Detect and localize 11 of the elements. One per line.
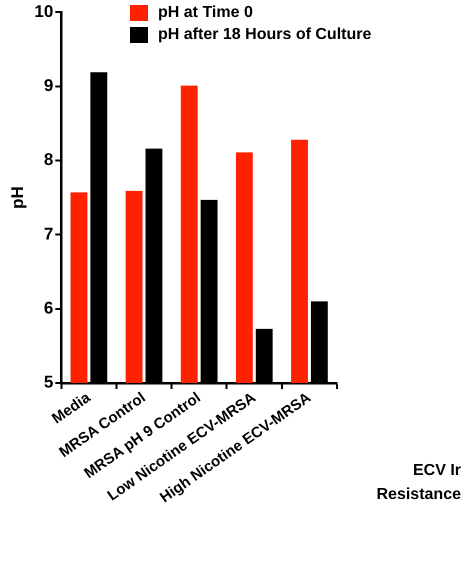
- text: ECV Ir: [412, 462, 461, 480]
- legend-label: pH at Time 0: [158, 4, 253, 22]
- text: Resistance: [376, 486, 461, 504]
- y-axis-title: pH: [8, 186, 27, 209]
- legend-label: pH after 18 Hours of Culture: [158, 26, 372, 44]
- y-tick-label: 8: [44, 150, 54, 170]
- y-tick-label: 6: [44, 298, 54, 318]
- y-tick-label: 10: [34, 2, 54, 21]
- y-tick-label: 7: [44, 224, 54, 244]
- y-tick-label: 9: [44, 76, 54, 96]
- y-tick-label: 5: [44, 372, 54, 392]
